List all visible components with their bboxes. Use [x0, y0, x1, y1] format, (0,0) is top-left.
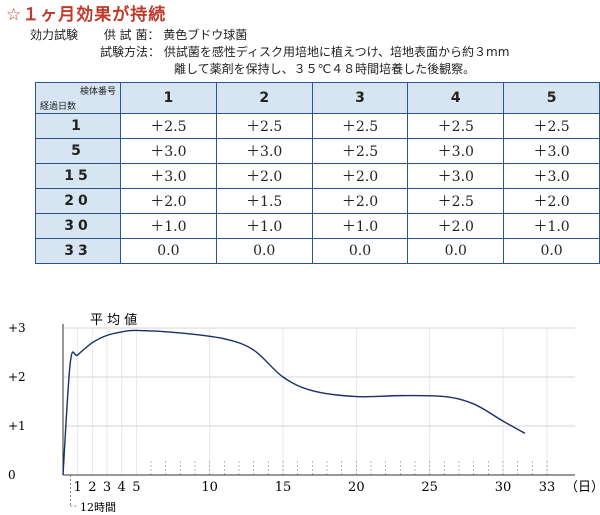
x-tick-label: 30: [495, 480, 512, 495]
value-cell: ＋1.5: [215, 188, 313, 214]
results-table: 検体番号 経過日数 1 2 3 4 5 1 ＋2.5 ＋2.5 ＋2.5 ＋2.…: [35, 82, 600, 264]
table-row: 1 ＋2.5 ＋2.5 ＋2.5 ＋2.5 ＋2.5: [35, 113, 600, 139]
day-cell: 20: [35, 188, 121, 214]
y-tick-label: +1: [8, 419, 26, 433]
value-cell: ＋2.5: [407, 188, 505, 214]
value-cell: ＋2.0: [120, 188, 217, 214]
value-cell: ＋2.5: [311, 138, 409, 164]
corner-cell: 検体番号 経過日数: [35, 82, 121, 114]
twelve-hour-annotation: 12時間: [80, 501, 116, 512]
page-heading: ☆１ヶ月効果が持続: [6, 5, 167, 25]
day-cell: 33: [35, 238, 121, 264]
value-cell: ＋1.0: [503, 213, 600, 239]
y-tick-label: +2: [8, 370, 26, 384]
strain-value: 黄色ブドウ球菌: [163, 28, 248, 42]
value-cell: ＋3.0: [503, 138, 600, 164]
value-cell: ＋3.0: [503, 163, 600, 189]
strain-label: 供 試 菌：: [103, 28, 160, 42]
day-cell: 5: [35, 138, 121, 164]
table-row: 5 ＋3.0 ＋3.0 ＋2.5 ＋3.0 ＋3.0: [35, 138, 600, 164]
value-cell: ＋3.0: [407, 138, 505, 164]
x-tick-label: 5: [132, 480, 140, 495]
average-line: [62, 329, 526, 476]
value-cell: ＋2.5: [215, 113, 313, 139]
value-cell: ＋3.0: [407, 163, 505, 189]
table-row: 30 ＋1.0 ＋1.0 ＋1.0 ＋2.0 ＋1.0: [35, 213, 600, 239]
x-tick-label: 1: [74, 480, 82, 495]
y-tick-label: +3: [8, 321, 26, 335]
table-row: 20 ＋2.0 ＋1.5 ＋2.0 ＋2.5 ＋2.0: [35, 188, 600, 214]
table-header-row: 検体番号 経過日数 1 2 3 4 5: [35, 82, 600, 114]
method-line: 試験方法： 供試菌を感性ディスク用培地に植えつけ、培地表面から約３mm: [100, 43, 509, 60]
value-cell: 0.0: [215, 238, 313, 264]
value-cell: 0.0: [311, 238, 409, 264]
value-cell: ＋2.0: [503, 188, 600, 214]
test-label: 効力試験: [30, 28, 79, 42]
x-tick-label: 25: [421, 480, 438, 495]
value-cell: ＋1.0: [120, 213, 217, 239]
y-tick-label: 0: [8, 468, 16, 482]
x-tick-label: 10: [201, 480, 218, 495]
method-text-1: 供試菌を感性ディスク用培地に植えつけ、培地表面から約３mm: [163, 45, 510, 59]
value-cell: ＋2.0: [311, 163, 409, 189]
value-cell: 0.0: [407, 238, 505, 264]
method-label: 試験方法：: [100, 45, 161, 59]
x-tick-label: 4: [118, 480, 126, 495]
value-cell: ＋2.5: [407, 113, 505, 139]
chart-title: 平 均 値: [90, 312, 137, 328]
x-tick-label: 3: [103, 480, 111, 495]
value-cell: ＋1.0: [215, 213, 313, 239]
value-cell: 0.0: [120, 238, 217, 264]
day-cell: 15: [35, 163, 121, 189]
day-cell: 1: [35, 113, 121, 139]
value-cell: ＋2.5: [120, 113, 217, 139]
value-cell: ＋2.0: [311, 188, 409, 214]
day-cell: 30: [35, 213, 121, 239]
column-header: 5: [503, 82, 600, 114]
method-line-2: 離して薬剤を保持し、３５℃４８時間培養した後観察。: [174, 62, 476, 76]
value-cell: ＋3.0: [120, 138, 217, 164]
x-axis-label: （日）: [565, 480, 600, 495]
column-header: 1: [120, 82, 217, 114]
corner-top-label: 検体番号: [79, 87, 116, 97]
table-row: 15 ＋3.0 ＋2.0 ＋2.0 ＋3.0 ＋3.0: [35, 163, 600, 189]
value-cell: 0.0: [503, 238, 600, 264]
value-cell: ＋2.0: [407, 213, 505, 239]
value-cell: ＋2.5: [503, 113, 600, 139]
x-tick-label: 33: [539, 480, 556, 495]
column-header: 2: [215, 82, 313, 114]
value-cell: ＋3.0: [120, 163, 217, 189]
value-cell: ＋1.0: [311, 213, 409, 239]
value-cell: ＋3.0: [215, 138, 313, 164]
corner-bottom-label: 経過日数: [40, 102, 77, 112]
column-header: 3: [311, 82, 409, 114]
value-cell: ＋2.0: [215, 163, 313, 189]
chart-axes: [62, 324, 575, 476]
chart-grid: [63, 327, 575, 475]
table-row: 33 0.0 0.0 0.0 0.0 0.0: [35, 238, 600, 264]
x-tick-label: 15: [275, 480, 292, 495]
x-tick-label: 2: [88, 480, 96, 495]
value-cell: ＋2.5: [311, 113, 409, 139]
x-tick-label: 20: [348, 480, 365, 495]
column-header: 4: [407, 82, 505, 114]
strain-line: 効力試験 供 試 菌： 黄色ブドウ球菌: [30, 26, 247, 43]
